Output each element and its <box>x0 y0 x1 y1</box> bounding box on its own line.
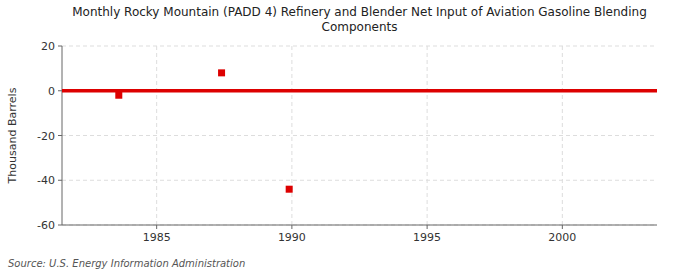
y-tick <box>58 90 62 91</box>
grid-line-x <box>562 46 563 225</box>
point <box>115 92 122 99</box>
y-tick-label: -60 <box>37 219 55 232</box>
y-tick <box>58 135 62 136</box>
line <box>62 89 657 93</box>
x-tick <box>156 225 157 229</box>
axes: 1985 1990 1995 2000 -60 -40 -20 0 20 <box>37 40 657 244</box>
y-tick-label: 0 <box>48 85 55 98</box>
title-line: Monthly Rocky Mountain (PADD 4) Refinery… <box>72 5 647 19</box>
grid-line-y <box>62 225 657 226</box>
y-tick-label: -40 <box>37 174 55 187</box>
grid-line-x <box>427 46 428 225</box>
grid-line-y <box>62 90 657 91</box>
chart: Monthly Rocky Mountain (PADD 4) Refinery… <box>0 0 675 275</box>
grid <box>62 46 657 225</box>
title: Monthly Rocky Mountain (PADD 4) Refinery… <box>72 5 647 34</box>
title-line: Components <box>322 20 398 34</box>
grid-line-x <box>156 46 157 225</box>
x-tick-label: 2000 <box>548 231 576 244</box>
y-tick <box>58 225 62 226</box>
grid-line-y <box>62 46 657 47</box>
point <box>218 69 225 76</box>
background <box>0 0 675 275</box>
x-tick-label: 1990 <box>278 231 306 244</box>
x-tick <box>291 225 292 229</box>
y-tick-label: -20 <box>37 130 55 143</box>
x-tick <box>427 225 428 229</box>
y-axis-label: Thousand Barrels <box>6 87 19 184</box>
plot-data <box>62 69 657 192</box>
x-tick-label: 1985 <box>143 231 171 244</box>
point <box>286 186 293 193</box>
x-tick-label: 1995 <box>413 231 441 244</box>
grid-line-y <box>62 180 657 181</box>
y-tick <box>58 180 62 181</box>
source: Source: U.S. Energy Information Administ… <box>8 258 245 269</box>
y-tick <box>58 46 62 47</box>
y-tick-label: 20 <box>41 40 55 53</box>
grid-line-y <box>62 135 657 136</box>
x-axis-line <box>62 225 657 226</box>
grid-line-x <box>291 46 292 225</box>
x-tick <box>562 225 563 229</box>
